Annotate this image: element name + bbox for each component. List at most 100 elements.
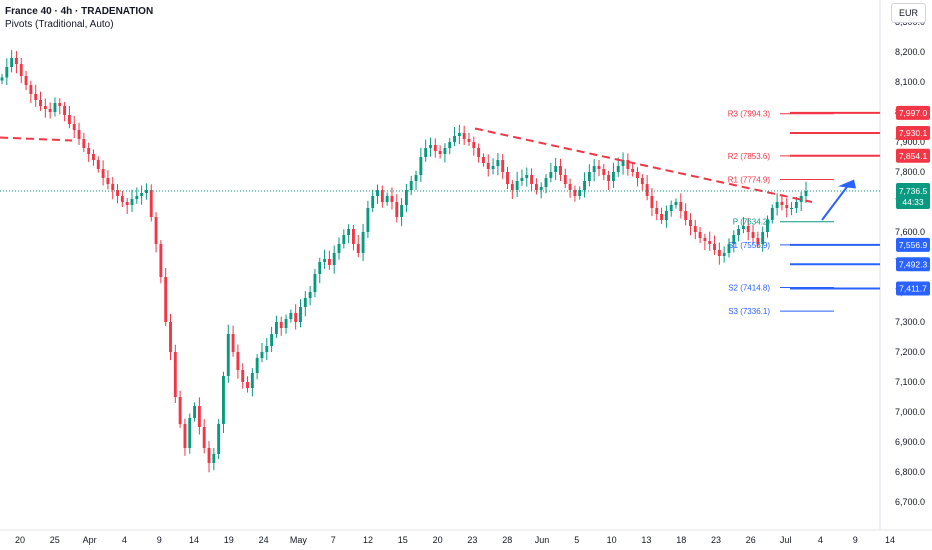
candle-body <box>741 226 745 229</box>
candle-body <box>212 454 216 463</box>
x-tick-label: 13 <box>641 535 651 545</box>
candle-body <box>640 178 644 184</box>
candle-body <box>443 148 447 154</box>
candle-body <box>67 115 71 124</box>
candle-body <box>703 238 707 241</box>
candle-body <box>525 175 529 178</box>
candle-body <box>188 418 192 448</box>
candle-body <box>501 160 505 172</box>
candle-body <box>140 193 144 196</box>
candle-body <box>563 175 567 184</box>
candle-body <box>727 244 731 253</box>
y-tick-label: 6,800.0 <box>895 467 925 477</box>
candle-body <box>486 163 490 169</box>
y-tick-label: 7,800.0 <box>895 167 925 177</box>
candle-body <box>698 232 702 238</box>
candle-body <box>72 124 76 130</box>
candle-body <box>308 292 312 298</box>
candle-body <box>376 190 379 196</box>
candle-body <box>385 196 389 202</box>
candle-body <box>414 175 418 181</box>
candle-body <box>327 259 331 265</box>
candle-body <box>164 277 168 322</box>
candle-body <box>539 187 543 190</box>
candle-body <box>193 406 197 418</box>
y-tick-label: 7,100.0 <box>895 377 925 387</box>
candle-body <box>578 190 582 196</box>
candle-body <box>178 397 182 424</box>
candle-body <box>120 196 124 202</box>
candle-body <box>217 424 221 454</box>
candle-body <box>655 208 659 214</box>
chart-title: France 40 · 4h · TRADENATION <box>5 6 154 17</box>
candle-body <box>323 259 327 262</box>
candle-body <box>24 76 28 85</box>
candle-body <box>294 313 298 322</box>
candle-body <box>395 202 399 217</box>
countdown-label: 44:33 <box>902 197 924 207</box>
candle-body <box>135 196 139 199</box>
candle-body <box>664 211 668 220</box>
candle-body <box>226 334 230 376</box>
candle-body <box>602 169 606 175</box>
candle-body <box>299 307 302 322</box>
pivot-label: P (7634.2) <box>733 218 771 227</box>
level-tag-label: 7,556.9 <box>899 240 928 250</box>
candle-body <box>289 313 293 319</box>
y-tick-label: 7,000.0 <box>895 407 925 417</box>
x-tick-label: 26 <box>746 535 756 545</box>
indicator-label[interactable]: Pivots (Traditional, Auto) <box>5 19 114 30</box>
candle-body <box>544 178 548 187</box>
level-tag-label: 7,854.1 <box>899 151 928 161</box>
candle-body <box>130 199 134 205</box>
x-tick-label: 20 <box>15 535 25 545</box>
y-tick-label: 6,900.0 <box>895 437 925 447</box>
pivot-label: S2 (7414.8) <box>728 284 770 293</box>
candle-body <box>611 172 615 181</box>
x-tick-label: 20 <box>433 535 443 545</box>
candle-body <box>149 190 153 217</box>
candle-body <box>236 352 240 370</box>
candle-body <box>794 202 798 208</box>
candle-body <box>96 160 100 169</box>
candle-body <box>669 205 673 211</box>
x-tick-label: 15 <box>398 535 408 545</box>
y-tick-label: 7,300.0 <box>895 317 925 327</box>
candle-body <box>568 184 572 190</box>
x-tick-label: 5 <box>574 535 579 545</box>
level-tag <box>896 125 930 140</box>
x-tick-label: Jun <box>535 535 550 545</box>
candle-body <box>284 319 288 328</box>
candle-body <box>534 184 538 190</box>
candle-body <box>173 352 177 397</box>
candle-body <box>318 262 322 274</box>
projection-arrow-shaft <box>821 184 849 221</box>
candle-body <box>63 106 67 115</box>
x-tick-label: 18 <box>676 535 686 545</box>
candle-body <box>472 142 476 148</box>
candle-body <box>58 103 62 106</box>
candle-body <box>14 58 18 64</box>
candle-body <box>636 172 639 178</box>
candle-body <box>29 85 33 94</box>
y-tick-label: 6,700.0 <box>895 497 925 507</box>
candle-body <box>457 133 461 136</box>
candle-body <box>708 241 712 244</box>
currency-button[interactable]: EUR <box>891 3 926 23</box>
candle-body <box>303 298 307 307</box>
x-tick-label: 25 <box>50 535 60 545</box>
last-price-tag <box>896 183 930 210</box>
level-tag <box>896 237 930 252</box>
candle-body <box>159 244 163 277</box>
candle-body <box>717 250 721 256</box>
candle-body <box>607 175 611 181</box>
candle-body <box>337 244 341 253</box>
candle-body <box>332 253 336 265</box>
candle-body <box>559 166 562 175</box>
level-tag-label: 7,930.1 <box>899 128 928 138</box>
candle-body <box>366 208 370 232</box>
candle-body <box>19 64 23 76</box>
candle-body <box>342 235 346 244</box>
